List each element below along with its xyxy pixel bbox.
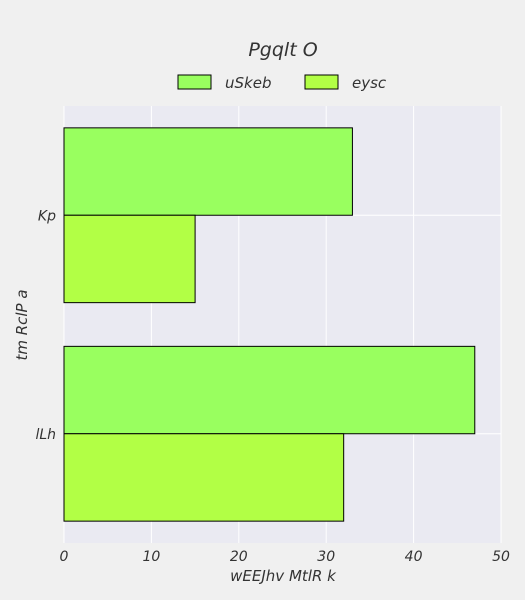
- legend: uSkeb eysc: [177, 74, 387, 92]
- bar-uSkeb-Kp: [63, 127, 353, 216]
- y-tick-label: lLh: [35, 427, 56, 443]
- x-tick-labels: 0 10 20 30 40 50: [60, 549, 510, 565]
- bar-eysc-Kp: [63, 214, 196, 304]
- legend-label-uSkeb: uSkeb: [225, 74, 271, 92]
- y-tick-labels: Kp lLh: [35, 208, 56, 443]
- bars: [63, 127, 476, 522]
- x-tick-label: 40: [405, 549, 423, 565]
- x-tick-label: 50: [492, 549, 510, 565]
- x-tick-label: 30: [317, 549, 335, 565]
- y-axis-label: tm RclP a: [13, 289, 31, 360]
- chart-title: Pgqlt O: [248, 39, 317, 61]
- x-tick-label: 20: [230, 549, 248, 565]
- legend-swatch-uSkeb: [177, 74, 212, 90]
- x-axis-label: wEEJhv MtlR k: [230, 567, 337, 585]
- y-tick-label: Kp: [38, 208, 56, 224]
- legend-label-eysc: eysc: [352, 74, 387, 92]
- legend-swatch-eysc: [304, 74, 339, 90]
- x-tick-label: 0: [60, 549, 69, 565]
- x-tick-label: 10: [142, 549, 160, 565]
- bar-eysc-lLh: [63, 433, 345, 522]
- bar-uSkeb-lLh: [63, 345, 476, 435]
